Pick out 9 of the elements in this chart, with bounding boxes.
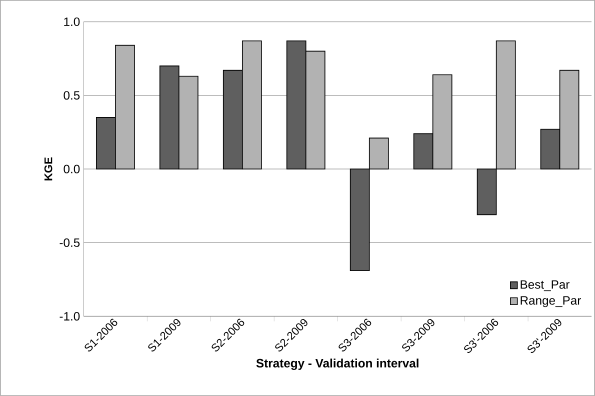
x-axis-title: Strategy - Validation interval — [256, 358, 418, 370]
y-axis-title: KGE — [44, 157, 52, 180]
legend-label: Best_Par — [520, 280, 570, 292]
y-tick-label: 1.0 — [64, 17, 80, 26]
y-tick-label: 0.0 — [64, 164, 80, 174]
y-tick-label: 0.5 — [64, 91, 80, 100]
y-tick-label: -0.5 — [60, 238, 80, 247]
legend-label: Range_Par — [520, 296, 581, 308]
y-tick-label: -1.0 — [60, 312, 80, 321]
